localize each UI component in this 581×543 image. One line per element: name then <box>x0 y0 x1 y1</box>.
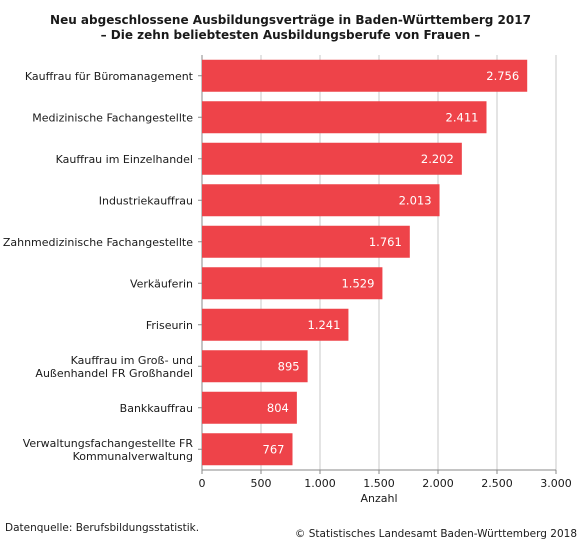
x-tick-label-4: 2.000 <box>422 477 454 490</box>
bar-value-label-7: 895 <box>278 359 300 373</box>
bar-8 <box>202 391 297 424</box>
bar-0 <box>202 59 528 92</box>
bar-6 <box>202 308 349 341</box>
bar-1 <box>202 101 487 134</box>
bar-value-label-5: 1.529 <box>341 276 374 290</box>
x-tick-label-5: 2.500 <box>481 477 513 490</box>
x-tick-label-1: 500 <box>251 477 272 490</box>
x-tick-label-3: 1.500 <box>363 477 395 490</box>
bar-2 <box>202 142 462 175</box>
bar-7 <box>202 350 308 383</box>
bar-value-label-0: 2.756 <box>486 69 519 83</box>
bar-value-label-1: 2.411 <box>446 110 479 124</box>
bar-3 <box>202 184 440 217</box>
bar-4 <box>202 225 410 258</box>
category-label-1: Medizinische Fachangestellte <box>32 111 193 124</box>
category-label-3: Industriekauffrau <box>99 194 193 207</box>
x-axis-title: Anzahl <box>360 492 397 505</box>
category-label-0: Kauffrau für Büromanagement <box>25 70 194 83</box>
chart-title: Neu abgeschlossene Ausbildungsverträge i… <box>50 13 531 27</box>
data-source-note: Datenquelle: Berufsbildungsstatistik. <box>5 522 200 534</box>
category-label-6: Friseurin <box>146 319 193 332</box>
bar-value-label-9: 767 <box>263 442 285 456</box>
chart-subtitle: – Die zehn beliebtesten Ausbildungsberuf… <box>100 28 481 42</box>
chart-title-block: Neu abgeschlossene Ausbildungsverträge i… <box>0 13 581 43</box>
bar-5 <box>202 267 383 300</box>
x-tick-label-0: 0 <box>199 477 206 490</box>
category-label-2: Kauffrau im Einzelhandel <box>56 153 193 166</box>
bar-value-label-3: 2.013 <box>399 193 432 207</box>
bar-value-label-8: 804 <box>267 401 289 415</box>
category-label-7: Kauffrau im Groß- und Außenhandel FR Groß… <box>35 354 193 380</box>
copyright-note: © Statistisches Landesamt Baden-Württemb… <box>294 528 577 540</box>
bar-value-label-6: 1.241 <box>308 318 341 332</box>
bar-value-label-4: 1.761 <box>369 235 402 249</box>
category-label-8: Bankkauffrau <box>120 402 193 415</box>
x-tick-label-6: 3.000 <box>540 477 572 490</box>
category-label-4: Zahnmedizinische Fachangestellte <box>3 236 193 249</box>
category-label-9: Verwaltungsfachangestellte FR Kommunalver… <box>23 437 194 463</box>
bar-value-label-2: 2.202 <box>421 152 454 166</box>
bar-9 <box>202 433 293 466</box>
x-tick-label-2: 1.000 <box>304 477 336 490</box>
category-label-5: Verkäuferin <box>130 277 193 290</box>
